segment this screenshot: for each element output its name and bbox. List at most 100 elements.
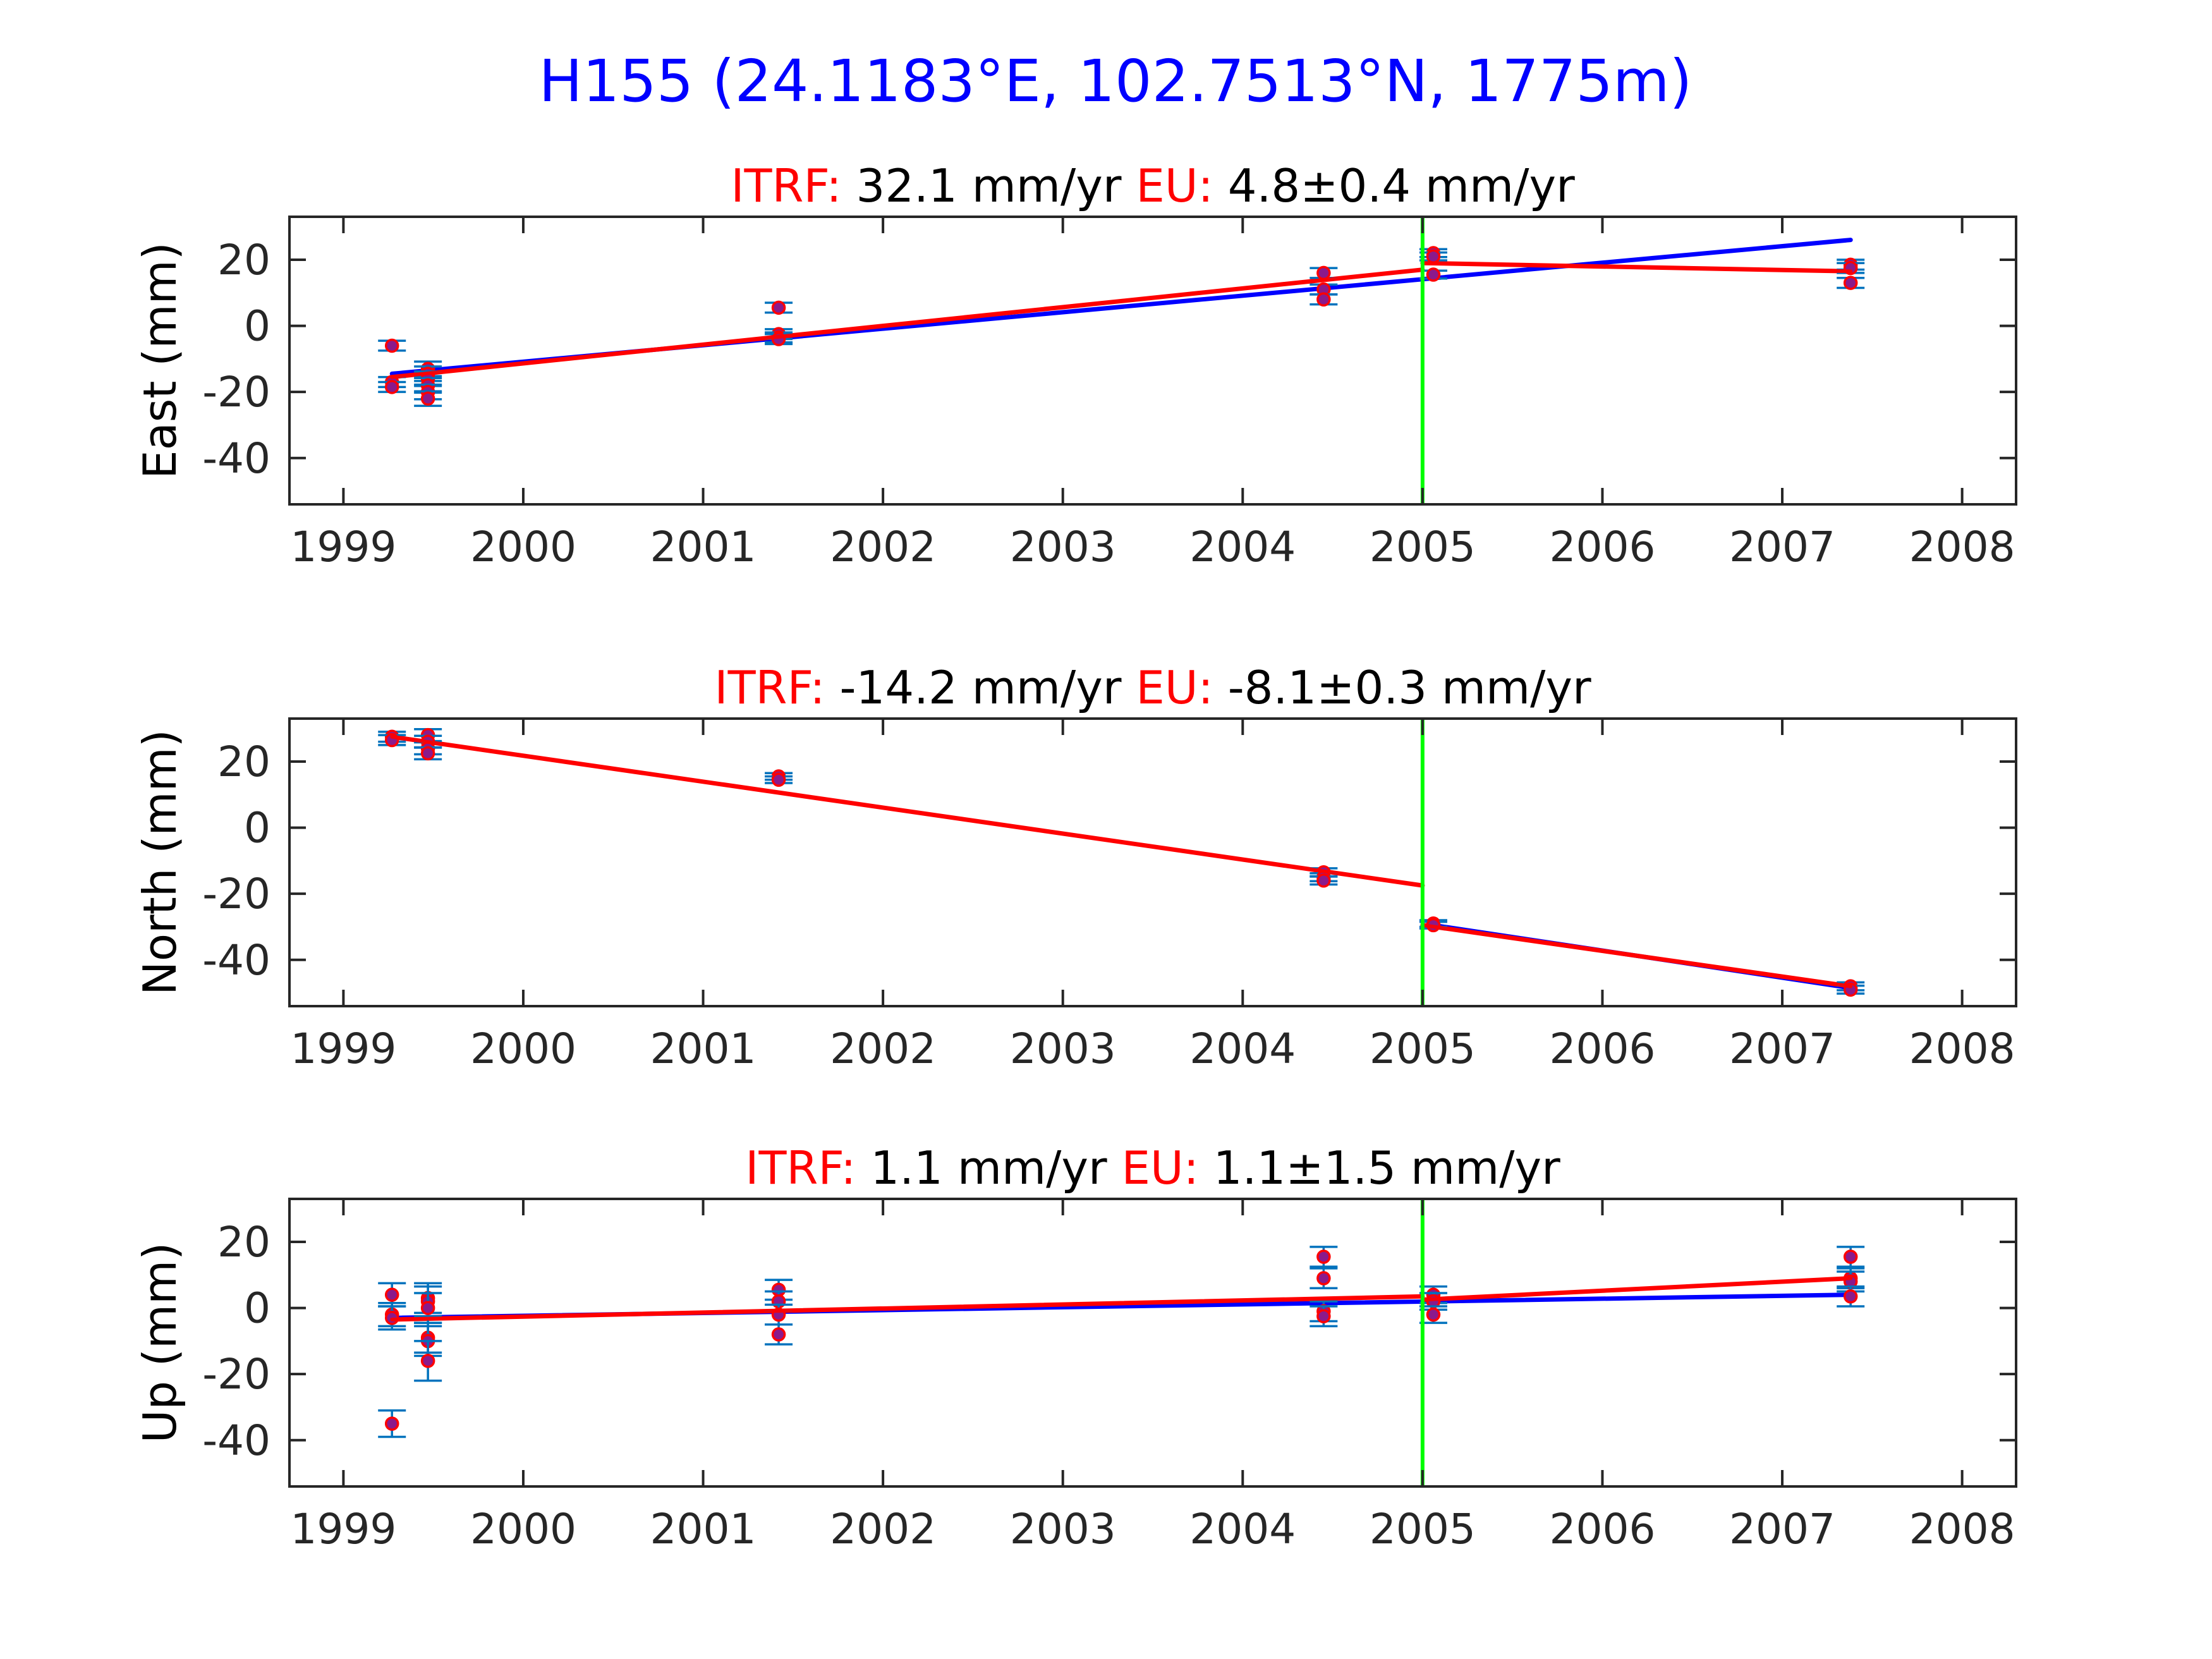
rate-part-1: -14.2 mm/yr [825, 661, 1136, 714]
rate-part-2: EU: [1121, 1141, 1198, 1194]
point-marker [384, 1416, 399, 1431]
point-marker [1316, 265, 1331, 281]
data-point [414, 746, 442, 761]
rate-part-2: EU: [1136, 661, 1213, 714]
y-tick-label: 20 [217, 738, 270, 786]
x-tick-label: 2007 [1729, 1505, 1835, 1553]
fit-line-eu-overlay-0 [390, 1294, 1425, 1322]
x-tick-label: 2002 [830, 1505, 936, 1553]
data-point [1837, 1246, 1865, 1268]
x-tick-label: 2002 [830, 523, 936, 571]
x-tick-label: 2005 [1370, 1024, 1476, 1073]
x-tick-label: 2006 [1549, 523, 1655, 571]
y-tick-label: -40 [202, 434, 270, 483]
point-marker [771, 300, 786, 315]
data-point [1419, 267, 1447, 282]
figure-title: H155 (24.1183°E, 102.7513°N, 1775m) [539, 47, 1692, 115]
x-tick-label: 2002 [830, 1024, 936, 1073]
y-tick-label: -40 [202, 936, 270, 985]
y-tick-label: 20 [217, 1218, 270, 1267]
panel-east-rate-title: ITRF: 32.1 mm/yr EU: 4.8±0.4 mm/yr [731, 159, 1575, 212]
y-tick-label: 0 [244, 302, 270, 351]
x-tick-label: 2000 [470, 1505, 576, 1553]
point-marker [384, 380, 399, 394]
x-tick-label: 2007 [1729, 523, 1835, 571]
x-tick-label: 2000 [470, 1024, 576, 1073]
x-tick-label: 2001 [650, 1024, 757, 1073]
point-marker [1316, 873, 1331, 888]
panel-north-ylabel: North (mm) [133, 729, 186, 995]
rate-part-1: 32.1 mm/yr [842, 159, 1136, 212]
point-marker [1316, 1309, 1331, 1323]
y-tick-label: 20 [217, 236, 270, 284]
data-point [765, 772, 793, 787]
panel-north: ITRF: -14.2 mm/yr EU: -8.1±0.3 mm/yr 1999… [133, 661, 2017, 1073]
data-point [1310, 292, 1338, 307]
x-tick-label: 2003 [1010, 1024, 1116, 1073]
panel-up-ylabel: Up (mm) [133, 1243, 186, 1443]
panel-up-plot-area [378, 1199, 1865, 1486]
rate-part-3: 4.8±0.4 mm/yr [1213, 159, 1575, 212]
panel-east-ylabel: East (mm) [133, 242, 186, 479]
point-marker [384, 338, 399, 353]
data-point [765, 1323, 793, 1346]
x-tick-label: 1999 [290, 1024, 396, 1073]
point-marker [1316, 292, 1331, 307]
panel-up-rate-title: ITRF: 1.1 mm/yr EU: 1.1±1.5 mm/yr [745, 1141, 1560, 1194]
point-marker [1426, 1307, 1441, 1322]
data-point [1310, 1246, 1338, 1268]
data-point [378, 338, 406, 353]
x-tick-label: 2006 [1549, 1505, 1655, 1553]
x-tick-label: 2000 [470, 523, 576, 571]
panel-up-axes-box [288, 1198, 2017, 1488]
y-tick-label: 0 [244, 804, 270, 853]
rate-part-3: 1.1±1.5 mm/yr [1199, 1141, 1560, 1194]
data-point [378, 1409, 406, 1438]
rate-part-2: EU: [1136, 159, 1213, 212]
x-tick-label: 2007 [1729, 1024, 1835, 1073]
x-tick-label: 2005 [1370, 1505, 1476, 1553]
fit-line-eu-overlay-0 [390, 734, 1425, 888]
y-tick-label: -20 [202, 368, 270, 416]
x-tick-label: 2008 [1909, 523, 2015, 571]
point-marker [1316, 1249, 1331, 1264]
point-marker [1426, 249, 1441, 264]
data-point [1310, 1305, 1338, 1328]
x-tick-label: 1999 [290, 523, 396, 571]
point-marker [1316, 1271, 1331, 1285]
panels: ITRF: 32.1 mm/yr EU: 4.8±0.4 mm/yr 1999 20… [133, 159, 2017, 1553]
point-marker [771, 1327, 786, 1342]
panel-north-axes-box [288, 717, 2017, 1007]
x-tick-label: 1999 [290, 1505, 396, 1553]
panel-east-axes-box [288, 216, 2017, 506]
panel-north-rate-title: ITRF: -14.2 mm/yr EU: -8.1±0.3 mm/yr [714, 661, 1591, 714]
y-tick-label: -20 [202, 870, 270, 918]
point-marker [1843, 1289, 1858, 1304]
x-tick-label: 2004 [1189, 1024, 1296, 1073]
data-point [1310, 1267, 1338, 1289]
point-marker [384, 1287, 399, 1302]
fit-line-eu-overlay-1 [1420, 923, 1853, 988]
fit-line-eu-overlay-1 [1420, 261, 1853, 274]
point-marker [420, 1301, 435, 1315]
panel-east: ITRF: 32.1 mm/yr EU: 4.8±0.4 mm/yr 1999 20… [133, 159, 2017, 571]
y-tick-label: 0 [244, 1284, 270, 1333]
data-point [1419, 1305, 1447, 1324]
x-tick-label: 2004 [1189, 523, 1296, 571]
point-marker [420, 391, 435, 406]
x-tick-label: 2008 [1909, 1505, 2015, 1553]
rate-part-0: ITRF: [745, 1141, 856, 1194]
point-marker [1843, 276, 1858, 290]
data-point [765, 300, 793, 315]
point-marker [1426, 267, 1441, 282]
point-marker [771, 772, 786, 787]
y-tick-label: -40 [202, 1416, 270, 1465]
x-tick-label: 2003 [1010, 523, 1116, 571]
x-tick-label: 2004 [1189, 1505, 1296, 1553]
point-marker [420, 1354, 435, 1368]
x-tick-label: 2008 [1909, 1024, 2015, 1073]
data-point [1837, 276, 1865, 290]
x-tick-label: 2005 [1370, 523, 1476, 571]
point-marker [420, 746, 435, 761]
